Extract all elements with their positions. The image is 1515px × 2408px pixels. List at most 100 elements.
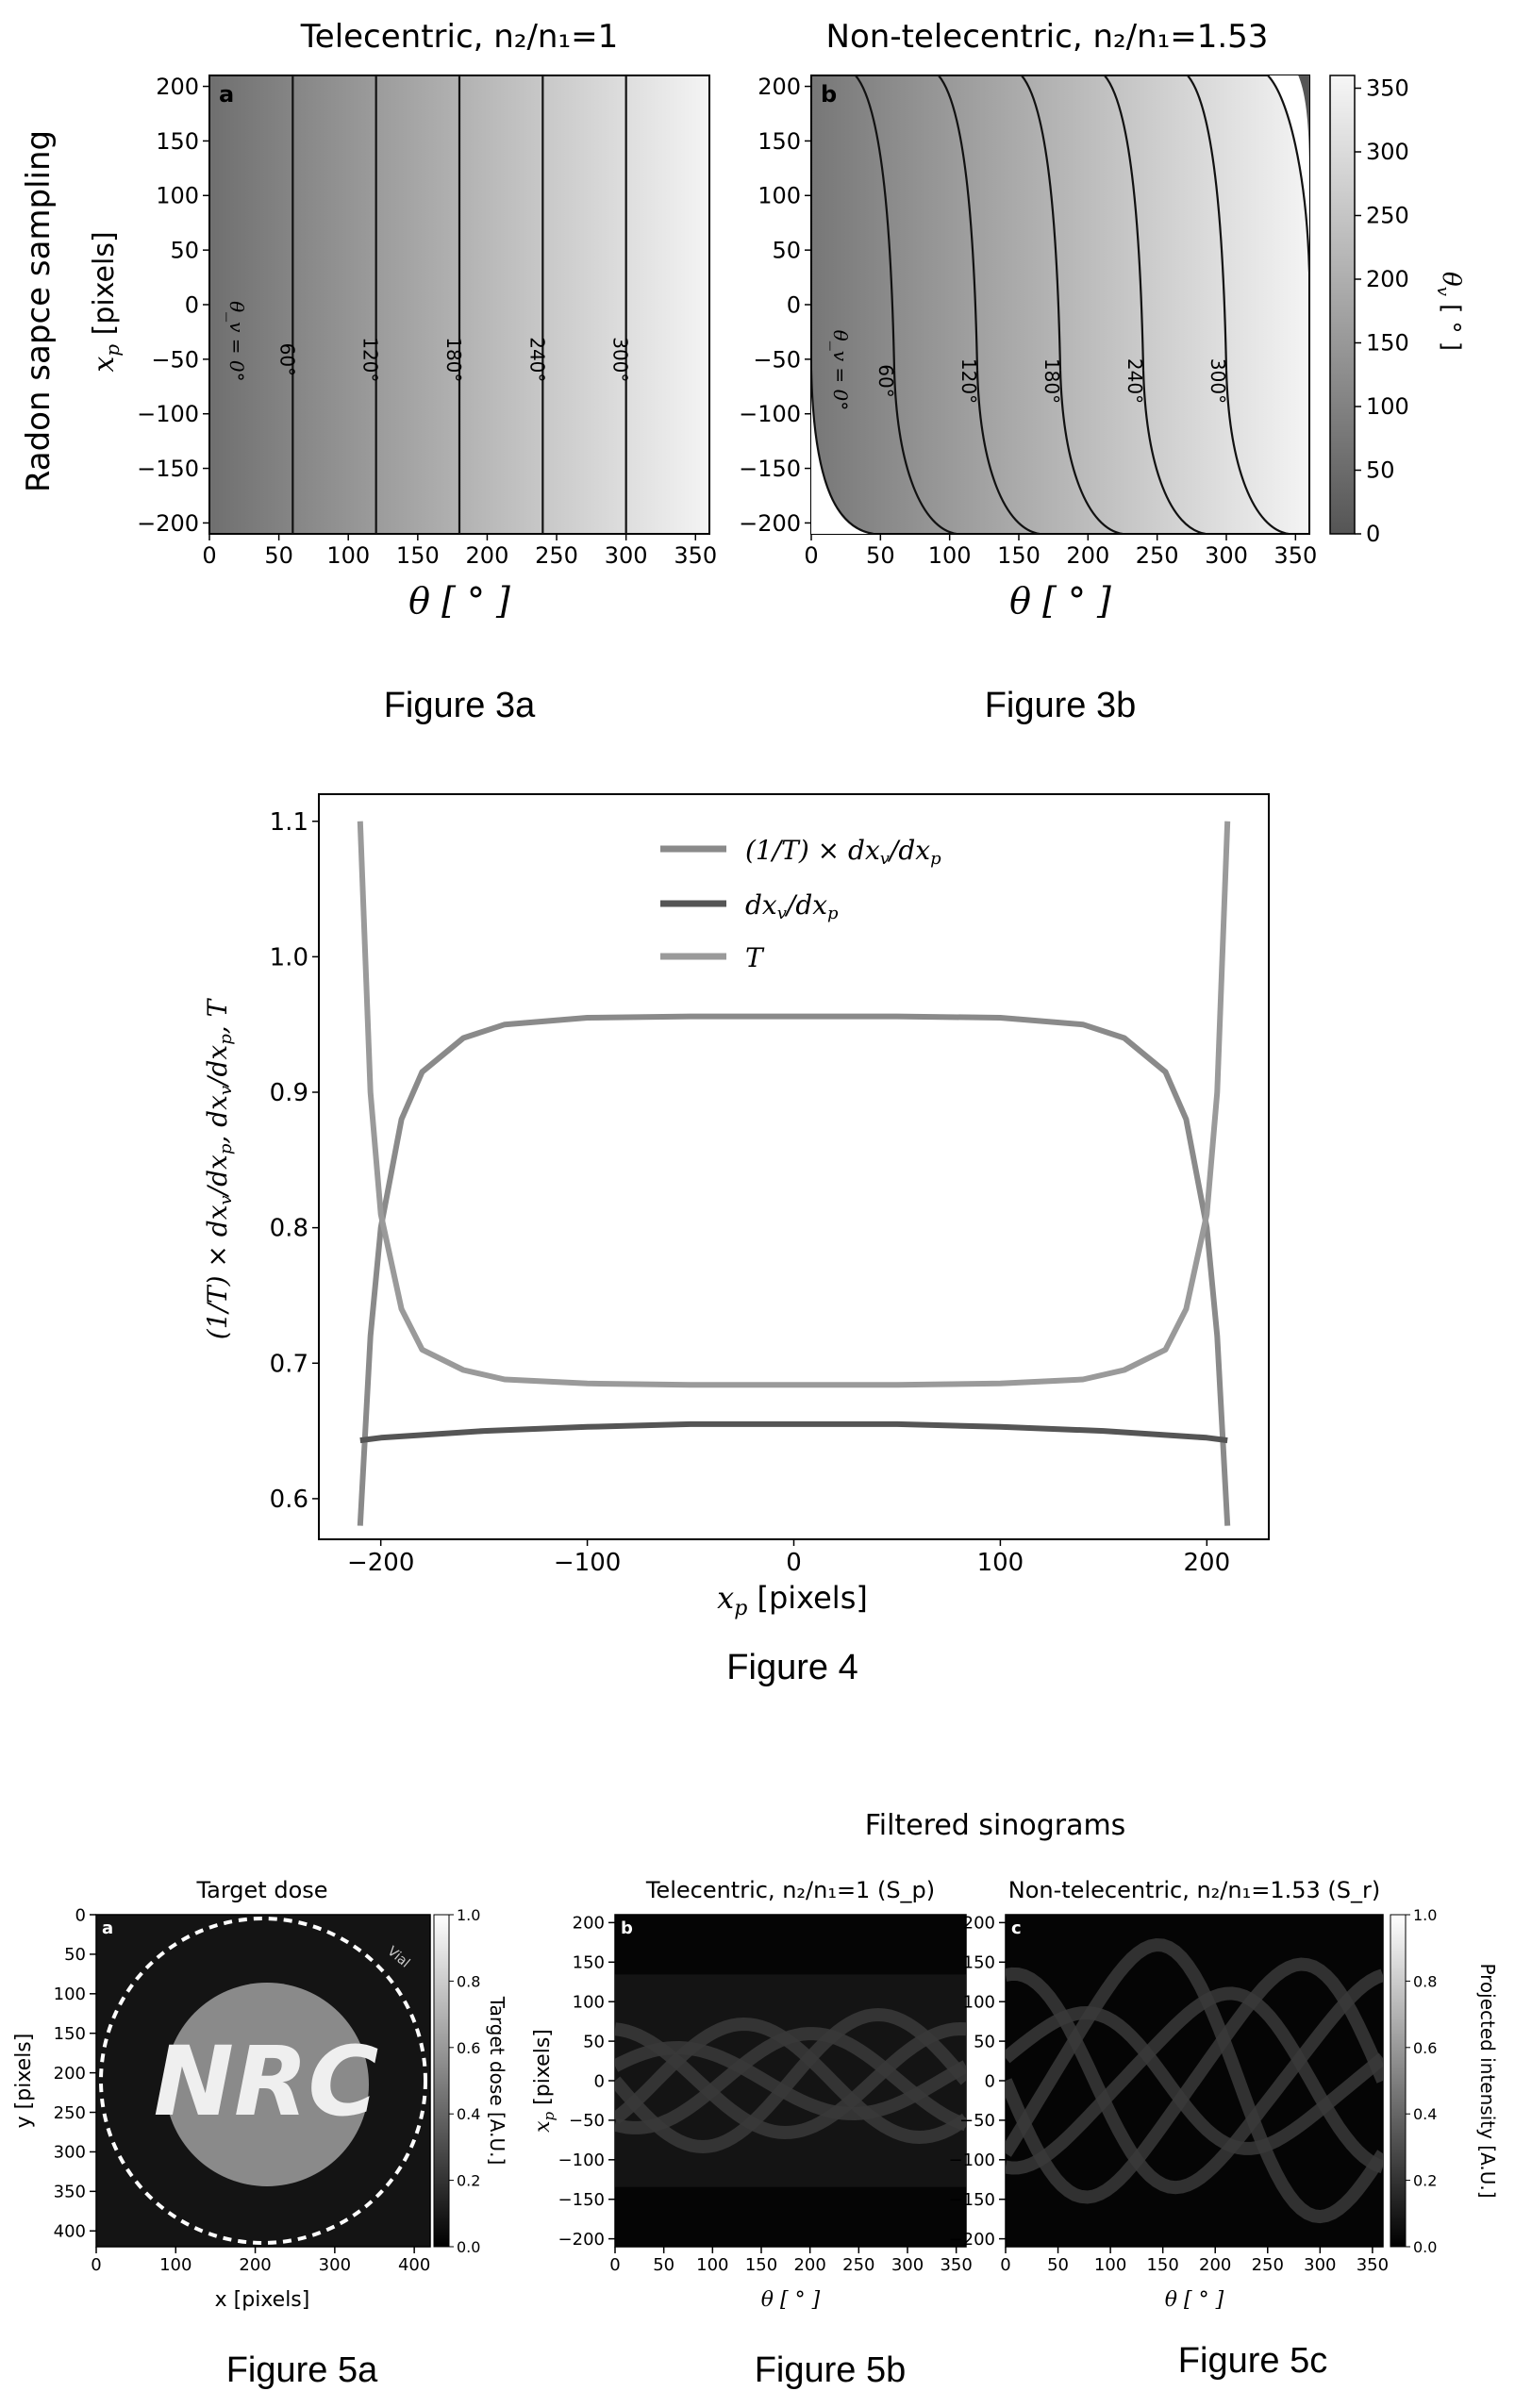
colorbar-tick-label: 250 <box>1366 203 1409 229</box>
fig5a-colorbar-label: Target dose [A.U.] <box>486 1996 508 2166</box>
y-tick-label: 200 <box>573 1914 605 1934</box>
fig3a-yticks: −200 −150 −100 −50 0 50 100 150 200 <box>137 74 209 537</box>
legend-label-t: T <box>745 942 765 973</box>
fig5a-ylabel: y [pixels] <box>12 2034 36 2129</box>
series-line <box>357 821 1231 1388</box>
x-tick-label: 350 <box>1274 542 1317 569</box>
fig3a-contours: 60° 120° 180° 240° 300° θ_v = 0° <box>225 75 632 534</box>
fig3b-plot-area <box>810 75 1310 535</box>
fig4-caption: Figure 4 <box>726 1648 857 1687</box>
fig5a-xlabel: x [pixels] <box>215 2288 310 2312</box>
contour-label: 120° <box>957 358 980 404</box>
fig5a-colorbar <box>433 1914 450 2248</box>
colorbar-tick-label: 300 <box>1366 139 1409 165</box>
fig4-xticks: −200 −100 0 100 200 <box>347 1539 1230 1577</box>
colorbar-tick-label: 0.8 <box>457 1972 480 1990</box>
colorbar-tick-label: 0.6 <box>1413 2039 1437 2057</box>
x-tick-label: 200 <box>239 2255 271 2275</box>
x-tick-label: 200 <box>1066 542 1109 569</box>
fig5c-colorbar-ticks: 0.0 0.2 0.4 0.6 0.8 1.0 <box>1406 1906 1437 2256</box>
contour-line <box>892 370 957 534</box>
colorbar-tick-label: 0.0 <box>457 2238 480 2256</box>
y-tick-label: 1.1 <box>270 808 308 837</box>
sinogram-band <box>1006 1986 1383 2175</box>
x-tick-label: −200 <box>347 1549 414 1577</box>
y-tick-label: −50 <box>959 2111 995 2131</box>
fig5a-xticks: 0 100 200 300 400 <box>91 2247 430 2275</box>
x-tick-label: 250 <box>842 2255 874 2275</box>
contour-line <box>1267 75 1309 273</box>
fig5b-xticks: 0 50 100 150 200 250 300 350 <box>609 2247 973 2275</box>
fig5b-sinogram-traces <box>615 1974 966 2187</box>
y-tick-label: −50 <box>569 2111 605 2131</box>
fig5b-title: Telecentric, n₂/n₁=1 (S_p) <box>645 1877 935 1903</box>
x-tick-label: 50 <box>1047 2255 1069 2275</box>
fig5c-xlabel: θ [ ° ] <box>1165 2288 1224 2312</box>
y-tick-label: 100 <box>54 1985 86 2004</box>
contour-label: 240° <box>1124 358 1146 404</box>
fig5b-panel-letter: b <box>621 1918 633 1938</box>
x-tick-label: 150 <box>396 542 440 569</box>
colorbar-tick-label: 0 <box>1366 521 1380 547</box>
y-tick-label: 0 <box>594 2071 605 2091</box>
y-tick-label: 350 <box>54 2183 86 2202</box>
contour-line <box>975 370 1041 534</box>
fig5c-yticks: −200 −150 −100 −50 0 50 100 150 200 <box>949 1914 1006 2250</box>
fig3-row-label: Radon sapce sampling <box>20 130 58 492</box>
sinogram-band <box>1006 1957 1383 2204</box>
y-tick-label: −100 <box>739 401 801 427</box>
y-tick-label: 150 <box>758 128 801 155</box>
y-tick-label: 100 <box>156 183 199 209</box>
y-tick-label: 50 <box>772 238 801 264</box>
fig5a-logo: NRC <box>154 2026 379 2138</box>
fig5a-yticks: 0 50 100 150 200 250 300 350 400 <box>54 1905 96 2242</box>
contour-line <box>1021 75 1062 371</box>
sinogram-band <box>1006 1967 1383 2195</box>
fig3-colorbar-label: θv [ ° ] <box>1433 272 1465 351</box>
legend-label-inv-t: (1/T) × dxv/dxp <box>745 835 941 869</box>
y-tick-label: −150 <box>739 456 801 482</box>
colorbar-tick-label: 1.0 <box>1413 1906 1437 1924</box>
fig3a-caption: Figure 3a <box>384 686 536 725</box>
x-tick-label: 300 <box>891 2255 924 2275</box>
y-tick-label: −50 <box>151 346 199 373</box>
contour-label: 180° <box>1041 358 1063 404</box>
x-tick-label: 50 <box>264 542 293 569</box>
colorbar-tick-label: 150 <box>1366 330 1409 357</box>
contour-label: θ_v = 0° <box>829 330 852 411</box>
x-tick-label: 250 <box>535 542 578 569</box>
x-tick-label: 200 <box>466 542 509 569</box>
fig3-ylabel: xp [pixels] <box>88 231 124 372</box>
x-tick-label: 300 <box>319 2255 351 2275</box>
y-tick-label: 300 <box>54 2143 86 2163</box>
y-tick-label: 0.8 <box>270 1215 308 1243</box>
fig5b-ylabel: xp [pixels] <box>531 2029 558 2133</box>
x-tick-label: 0 <box>202 542 216 569</box>
fig5b-caption: Figure 5b <box>755 2350 907 2390</box>
x-tick-label: 150 <box>745 2255 777 2275</box>
contour-line <box>1058 370 1124 534</box>
colorbar-tick-label: 0.0 <box>1413 2238 1437 2256</box>
x-tick-label: 300 <box>1205 542 1248 569</box>
y-tick-label: 150 <box>54 2024 86 2044</box>
colorbar-tick-label: 0.6 <box>457 2039 480 2057</box>
y-tick-label: 200 <box>963 1914 995 1934</box>
fig4-series-lines <box>357 821 1231 1526</box>
y-tick-label: −200 <box>739 510 801 537</box>
y-tick-label: −150 <box>137 456 199 482</box>
contour-label: 240° <box>525 337 548 382</box>
fig3a-title: Telecentric, n₂/n₁=1 <box>300 18 618 56</box>
fig5a-panel-letter: a <box>102 1918 113 1938</box>
fig5a-colorbar-ticks: 0.0 0.2 0.4 0.6 0.8 1.0 <box>449 1906 480 2256</box>
fig4-legend: (1/T) × dxv/dxp dxv/dxp T <box>660 835 941 973</box>
contour-label: 60° <box>874 364 897 397</box>
y-tick-label: 50 <box>170 238 199 264</box>
fig5-title: Filtered sinograms <box>865 1809 1126 1842</box>
x-tick-label: 100 <box>159 2255 191 2275</box>
y-tick-label: −200 <box>137 510 199 537</box>
legend-label-dxv: dxv/dxp <box>745 889 839 923</box>
y-tick-label: 0 <box>787 291 801 318</box>
colorbar-tick-label: 0.2 <box>1413 2172 1437 2190</box>
y-tick-label: 100 <box>573 1992 605 2012</box>
